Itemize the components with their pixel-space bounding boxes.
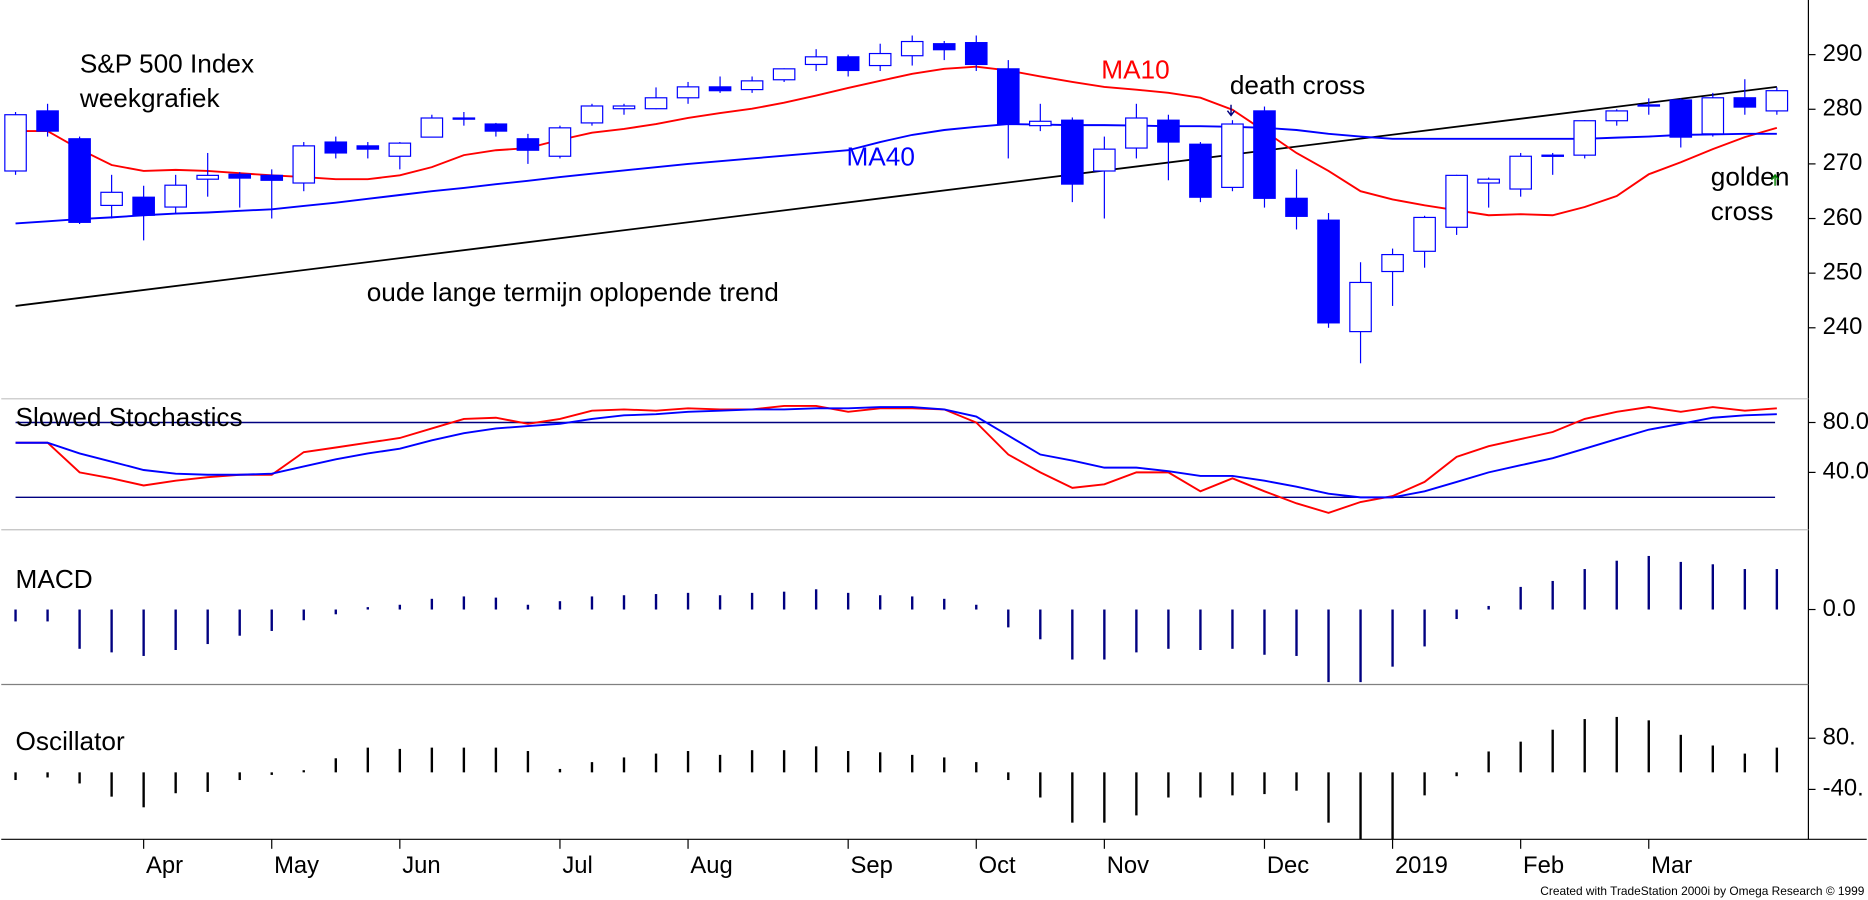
- candle-body: [740, 80, 764, 91]
- candle-body: [1477, 178, 1500, 184]
- candle-body: [1028, 120, 1052, 127]
- y-tick-label: -40.: [1823, 775, 1864, 802]
- candle-body: [1733, 97, 1757, 108]
- candle-body: [1701, 97, 1725, 135]
- moving-average-line: [15, 123, 1777, 225]
- trend-label: oude lange termijn oplopende trend: [367, 277, 779, 307]
- death-cross-arrow: [1226, 104, 1236, 117]
- candle-body: [1637, 104, 1661, 107]
- candle-body: [196, 174, 219, 180]
- candle-body: [1189, 143, 1212, 198]
- candle-body: [132, 196, 155, 216]
- candle-body: [1573, 120, 1597, 156]
- panel-title: MACD: [16, 564, 93, 594]
- candle-body: [388, 142, 412, 157]
- candle-body: [1157, 119, 1180, 143]
- x-tick-label: Sep: [851, 852, 893, 879]
- y-tick-label: 0.0: [1823, 595, 1856, 622]
- candle-body: [580, 105, 604, 124]
- candle-body: [1285, 197, 1308, 217]
- y-tick-label: 40.0: [1823, 458, 1868, 485]
- candle-body: [484, 123, 508, 132]
- candle-body: [1061, 119, 1084, 185]
- candle-body: [548, 127, 572, 157]
- trend-line: [15, 85, 1777, 307]
- y-tick-label: 80.0: [1823, 408, 1868, 435]
- candle-body: [868, 52, 892, 67]
- x-tick-label: Dec: [1267, 852, 1309, 879]
- candle-body: [36, 110, 59, 132]
- candle-body: [1093, 148, 1116, 172]
- y-tick-label: 80.: [1823, 724, 1856, 751]
- candle-body: [772, 68, 796, 81]
- x-tick-label: Oct: [979, 852, 1016, 879]
- x-tick-label: Apr: [146, 852, 183, 879]
- ma10-label: MA10: [1101, 54, 1169, 84]
- y-tick-label: 250: [1823, 258, 1863, 285]
- x-tick-label: Mar: [1651, 852, 1692, 879]
- candle-body: [612, 105, 636, 110]
- y-tick-label: 270: [1823, 149, 1863, 176]
- panel-title: Oscillator: [16, 726, 125, 756]
- candle-body: [836, 56, 860, 72]
- x-tick-label: Jul: [562, 852, 592, 879]
- candle-body: [1413, 216, 1436, 252]
- candle-body: [1765, 90, 1789, 112]
- chart-title: S&P 500 Index: [80, 48, 254, 78]
- candle-body: [1445, 174, 1468, 228]
- candle-body: [676, 86, 700, 99]
- x-tick-label: Aug: [690, 852, 732, 879]
- candle-body: [260, 174, 284, 181]
- candle-body: [228, 173, 252, 179]
- candle-body: [1605, 110, 1629, 122]
- candle-body: [1349, 281, 1372, 333]
- candle-body: [1669, 99, 1693, 138]
- candle-body: [900, 40, 924, 57]
- candle-body: [4, 114, 27, 172]
- candle-body: [356, 145, 380, 150]
- y-tick-label: 260: [1823, 204, 1863, 231]
- candle-body: [1381, 253, 1404, 273]
- candle-body: [996, 68, 1020, 125]
- candle-body: [420, 117, 444, 138]
- candle-body: [1125, 117, 1148, 149]
- x-tick-label: May: [274, 852, 319, 879]
- death-cross-label: death cross: [1230, 70, 1365, 100]
- candle-body: [708, 86, 732, 92]
- panel-title: Slowed Stochastics: [16, 402, 243, 432]
- candle-body: [452, 117, 476, 120]
- x-tick-label: 2019: [1395, 852, 1448, 879]
- candle-body: [68, 138, 91, 223]
- candle-body: [644, 97, 668, 110]
- stochastic-line: [15, 405, 1777, 514]
- golden-cross-label: golden: [1711, 161, 1790, 191]
- credit: Created with TradeStation 2000i by Omega…: [1540, 884, 1864, 898]
- y-tick-label: 280: [1823, 95, 1863, 122]
- candle-body: [1541, 154, 1564, 157]
- stochastic-line: [15, 406, 1777, 499]
- candle-body: [1221, 123, 1244, 188]
- candle-body: [932, 43, 956, 51]
- candle-body: [1509, 155, 1532, 190]
- y-tick-label: 240: [1823, 313, 1863, 340]
- golden-cross-label: cross: [1711, 196, 1774, 226]
- candle-body: [1317, 219, 1340, 324]
- candle-body: [1253, 110, 1276, 199]
- x-tick-label: Nov: [1107, 852, 1149, 879]
- candle-body: [516, 138, 540, 151]
- chart-subtitle: weekgrafiek: [79, 83, 221, 113]
- candle-body: [292, 145, 316, 184]
- golden-cross-arrow: [1770, 173, 1780, 186]
- y-tick-label: 290: [1823, 40, 1863, 67]
- candle-body: [100, 191, 123, 207]
- candle-body: [964, 42, 988, 66]
- x-tick-label: Feb: [1523, 852, 1564, 879]
- candle-body: [804, 56, 828, 66]
- x-tick-label: Jun: [402, 852, 440, 879]
- candle-body: [164, 184, 187, 208]
- candle-body: [324, 141, 348, 154]
- ma40-label: MA40: [847, 141, 915, 171]
